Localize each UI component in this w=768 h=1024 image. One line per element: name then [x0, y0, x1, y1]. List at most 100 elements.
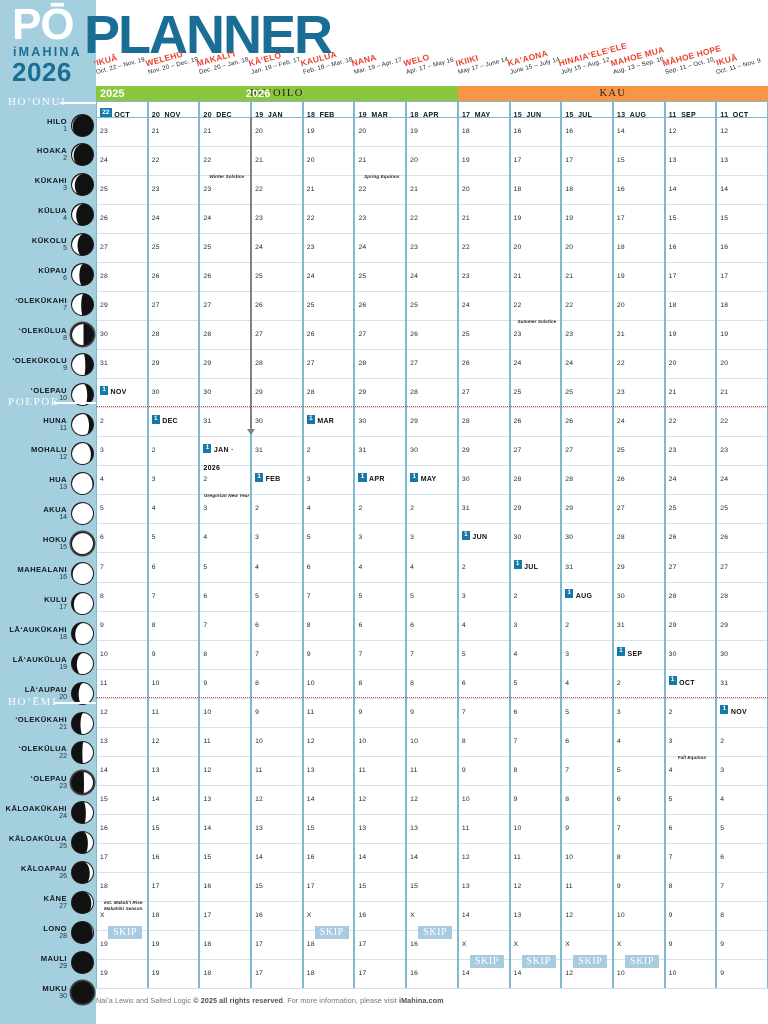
calendar-cell[interactable]: 15 [717, 205, 767, 235]
calendar-cell[interactable]: 13 [510, 902, 561, 931]
calendar-cell[interactable]: 27 [355, 321, 406, 351]
calendar-cell[interactable]: 6 [252, 612, 302, 641]
calendar-cell[interactable]: 9 [613, 873, 664, 902]
calendar-cell[interactable]: 1 FEB [252, 466, 302, 496]
calendar-cell[interactable]: XSKIP [613, 931, 664, 968]
calendar-cell[interactable]: 28 [510, 466, 561, 496]
calendar-cell[interactable]: 10 [200, 699, 251, 728]
calendar-cell[interactable]: 9 [97, 612, 147, 641]
moon-phase-row-26[interactable]: KĀLOAPAU 26 [0, 858, 96, 888]
calendar-cell[interactable]: 20 [458, 176, 509, 206]
calendar-cell[interactable]: 5 [252, 583, 302, 612]
calendar-cell[interactable]: 16 [407, 960, 457, 989]
calendar-cell[interactable]: 17 [717, 263, 767, 293]
calendar-cell[interactable]: 13 [407, 815, 457, 844]
calendar-cell[interactable]: 7 [407, 641, 457, 670]
calendar-cell[interactable]: 4 [510, 641, 561, 670]
calendar-cell[interactable]: 10 [355, 728, 406, 757]
calendar-cell[interactable]: 26 [562, 408, 612, 438]
calendar-cell[interactable]: 21 [303, 176, 354, 206]
calendar-cell[interactable]: 17 [252, 931, 302, 960]
calendar-cell[interactable]: 21 [562, 263, 612, 293]
calendar-cell[interactable]: 27 [303, 350, 354, 380]
calendar-cell[interactable]: 10 [510, 815, 561, 844]
calendar-cell[interactable]: 20 [510, 234, 561, 264]
calendar-cell[interactable]: 30 [252, 408, 302, 438]
calendar-cell[interactable]: 3 [562, 641, 612, 670]
calendar-cell[interactable]: 1 JAN · 2026 [200, 437, 251, 472]
calendar-cell[interactable]: 18 [303, 960, 354, 989]
calendar-cell[interactable]: 10 [613, 960, 664, 989]
calendar-cell[interactable]: 18 [510, 176, 561, 206]
moon-phase-row-19[interactable]: LĀʻAUKŪLUA 19 [0, 648, 96, 678]
calendar-cell[interactable]: 26 [407, 321, 457, 351]
calendar-cell[interactable]: 25 [717, 495, 767, 525]
calendar-cell[interactable]: 23 [303, 234, 354, 264]
calendar-cell[interactable]: 22 [355, 176, 406, 206]
calendar-cell[interactable]: 6 [97, 524, 147, 554]
calendar-cell[interactable]: 20 [407, 147, 457, 177]
calendar-cell[interactable]: 9 [148, 641, 199, 670]
calendar-cell[interactable]: 28 [200, 321, 251, 351]
calendar-cell[interactable]: 4 [613, 728, 664, 757]
calendar-cell[interactable]: 10 [458, 786, 509, 815]
calendar-cell[interactable]: 16 [510, 118, 561, 148]
calendar-cell[interactable]: 3 [717, 757, 767, 786]
calendar-cell[interactable]: 17 [613, 205, 664, 235]
calendar-cell[interactable]: 3 [355, 524, 406, 554]
calendar-cell[interactable]: 5 [407, 583, 457, 612]
column-header-7[interactable]: 18 APR [407, 102, 457, 119]
calendar-cell[interactable]: 5 [97, 495, 147, 525]
calendar-cell[interactable]: 3 [148, 466, 199, 496]
moon-phase-row-7[interactable]: ʻOLEKŪKAHI 7 [0, 289, 96, 319]
calendar-cell[interactable]: 28 [562, 466, 612, 496]
calendar-cell[interactable]: 26 [458, 350, 509, 380]
calendar-cell[interactable]: 25 [665, 495, 716, 525]
calendar-cell[interactable]: 31 [458, 495, 509, 525]
calendar-cell[interactable]: 9 [510, 786, 561, 815]
calendar-cell[interactable]: 26 [717, 524, 767, 554]
calendar-cell[interactable]: 26 [200, 263, 251, 293]
calendar-cell[interactable]: 5 [200, 554, 251, 583]
calendar-cell[interactable]: 26 [148, 263, 199, 293]
calendar-cell[interactable]: 9 [200, 670, 251, 699]
calendar-cell[interactable]: 7 [252, 641, 302, 670]
calendar-cell[interactable]: 27 [252, 321, 302, 351]
moon-phase-row-18[interactable]: LĀʻAUKŪKAHI 18 [0, 618, 96, 648]
calendar-cell[interactable]: 10 [97, 641, 147, 670]
calendar-cell[interactable]: 2 [97, 408, 147, 438]
calendar-cell[interactable]: 15 [355, 873, 406, 902]
calendar-cell[interactable]: 12 [200, 757, 251, 786]
calendar-cell[interactable]: 1 MAY [407, 466, 457, 496]
calendar-cell[interactable]: 12 [407, 786, 457, 815]
calendar-cell[interactable]: 12 [510, 873, 561, 902]
calendar-cell[interactable]: 27 [717, 554, 767, 583]
moon-phase-row-12[interactable]: MOHALU 12 [0, 439, 96, 469]
calendar-cell[interactable]: 23 [510, 321, 561, 351]
calendar-cell[interactable]: 19 [510, 205, 561, 235]
calendar-cell[interactable]: 29 [458, 437, 509, 467]
moon-phase-row-24[interactable]: KĀLOAKŪKAHI 24 [0, 798, 96, 828]
calendar-cell[interactable]: 15 [148, 815, 199, 844]
calendar-cell[interactable]: 31 [613, 612, 664, 641]
calendar-cell[interactable]: 19 [717, 321, 767, 351]
calendar-cell[interactable]: 8 [200, 641, 251, 670]
calendar-cell[interactable]: 5 [717, 815, 767, 844]
calendar-cell[interactable]: 27 [200, 292, 251, 322]
calendar-cell[interactable]: 9 [562, 815, 612, 844]
calendar-cell[interactable]: 28 [407, 379, 457, 409]
calendar-cell[interactable]: XSKIP [510, 931, 561, 968]
calendar-cell[interactable]: 1 NOV [97, 379, 147, 409]
calendar-cell[interactable]: 17 [200, 902, 251, 931]
calendar-cell[interactable]: 3 [407, 524, 457, 554]
calendar-cell[interactable]: 25 [200, 234, 251, 264]
column-header-4[interactable]: 19 JAN [252, 102, 302, 119]
moon-phase-row-16[interactable]: MAHEALANI 16 [0, 559, 96, 589]
calendar-cell[interactable]: 17 [355, 931, 406, 960]
calendar-cell[interactable]: 25 [303, 292, 354, 322]
calendar-cell[interactable]: 7 [97, 554, 147, 583]
calendar-cell[interactable]: 18 [665, 292, 716, 322]
calendar-cell[interactable]: 23 [407, 234, 457, 264]
calendar-cell[interactable]: 26 [303, 321, 354, 351]
calendar-cell[interactable]: 2 [665, 699, 716, 728]
